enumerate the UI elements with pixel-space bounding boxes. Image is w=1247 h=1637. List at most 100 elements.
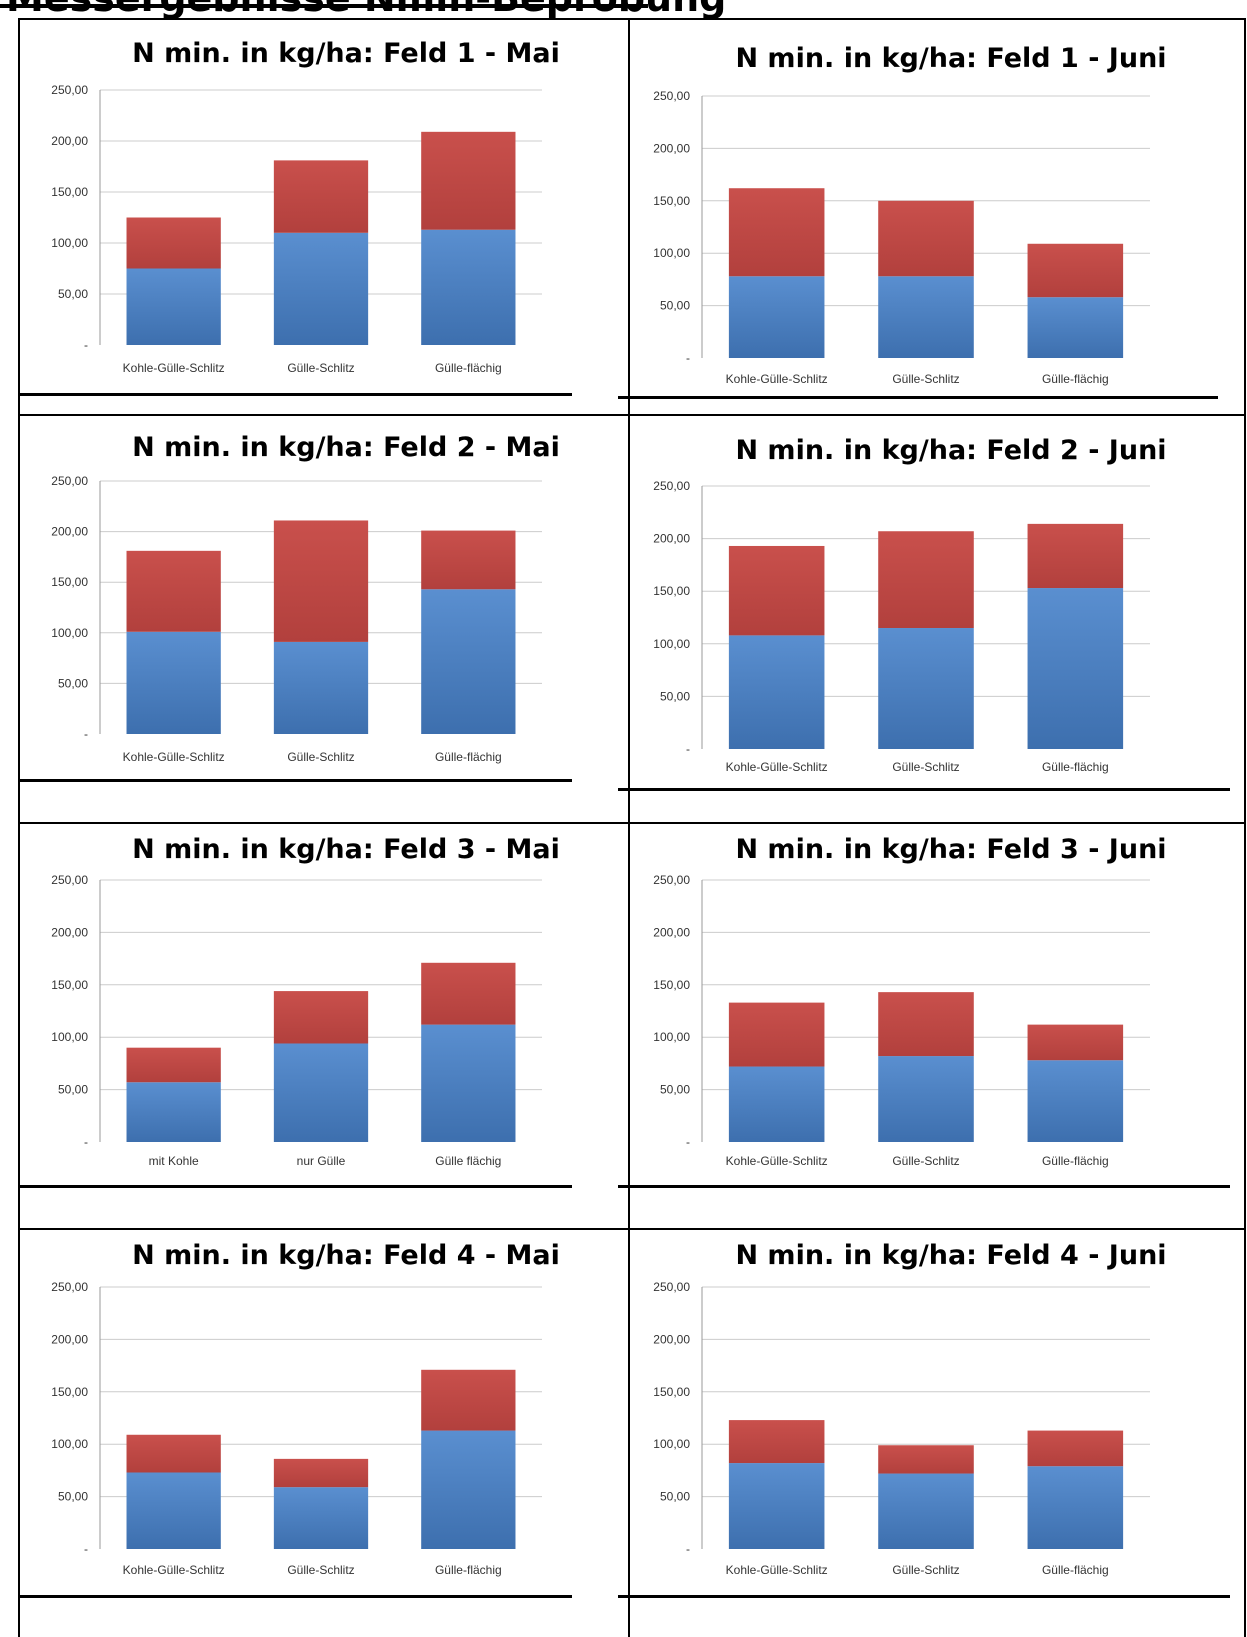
bar-segment-bottom <box>127 1472 221 1549</box>
chart-title: N min. in kg/ha: Feld 4 - Juni <box>735 1240 1166 1271</box>
y-tick-label: 250,00 <box>51 1280 88 1294</box>
y-tick-label: 150,00 <box>51 185 88 199</box>
bar-segment-top <box>421 1370 515 1431</box>
x-category-label: Gülle-Schlitz <box>287 361 354 375</box>
chart-title: N min. in kg/ha: Feld 1 - Juni <box>735 43 1166 74</box>
bar-segment-bottom <box>274 233 368 345</box>
bar-segment-top <box>274 520 368 641</box>
x-category-label: Kohle-Gülle-Schlitz <box>726 1563 828 1577</box>
bar-segment-top <box>127 1048 221 1083</box>
chart-title: N min. in kg/ha: Feld 4 - Mai <box>132 1240 560 1271</box>
chart-title: N min. in kg/ha: Feld 3 - Juni <box>735 834 1166 865</box>
y-tick-label: - <box>84 727 88 741</box>
bar-segment-bottom <box>1028 1060 1124 1142</box>
bar-segment-bottom <box>127 269 221 346</box>
bar-segment-top <box>1028 524 1124 588</box>
y-tick-label: 250,00 <box>51 83 88 97</box>
x-category-label: Gülle-flächig <box>435 361 502 375</box>
stacked-bar-chart: N min. in kg/ha: Feld 2 - Juni250,00200,… <box>630 416 1244 822</box>
y-tick-label: 150,00 <box>653 978 690 992</box>
bar-segment-bottom <box>878 276 974 358</box>
bar-segment-bottom <box>274 1043 368 1142</box>
panel-underline <box>20 1185 572 1188</box>
y-tick-label: 100,00 <box>51 1437 88 1451</box>
x-category-label: Kohle-Gülle-Schlitz <box>123 361 225 375</box>
panel-underline <box>20 1595 572 1598</box>
chart-title: N min. in kg/ha: Feld 1 - Mai <box>132 38 560 69</box>
bar-segment-bottom <box>421 1025 515 1142</box>
y-tick-label: 100,00 <box>653 246 690 260</box>
y-tick-label: 150,00 <box>51 1385 88 1399</box>
y-tick-label: 200,00 <box>51 525 88 539</box>
y-tick-label: 50,00 <box>58 1490 88 1504</box>
y-tick-label: 150,00 <box>51 575 88 589</box>
x-category-label: Gülle-Schlitz <box>287 750 354 764</box>
x-category-label: Kohle-Gülle-Schlitz <box>123 1563 225 1577</box>
bar-segment-bottom <box>1028 1466 1124 1549</box>
y-tick-label: 250,00 <box>653 873 690 887</box>
y-tick-label: 50,00 <box>660 1083 690 1097</box>
y-tick-label: 250,00 <box>51 474 88 488</box>
bar-segment-top <box>274 991 368 1043</box>
bar-segment-top <box>1028 244 1124 297</box>
y-tick-label: 150,00 <box>51 978 88 992</box>
bar-segment-top <box>127 1435 221 1473</box>
bar-segment-bottom <box>421 1431 515 1549</box>
x-category-label: nur Gülle <box>297 1154 346 1168</box>
bar-segment-bottom <box>274 642 368 734</box>
stacked-bar-chart: N min. in kg/ha: Feld 2 - Mai250,00200,0… <box>20 416 628 822</box>
y-tick-label: 100,00 <box>653 1030 690 1044</box>
x-category-label: Kohle-Gülle-Schlitz <box>123 750 225 764</box>
chart-panel: N min. in kg/ha: Feld 4 - Mai 250,00 200,0… <box>20 1230 628 1635</box>
y-tick-label: 200,00 <box>51 925 88 939</box>
chart-title: N min. in kg/ha: Feld 2 - Juni <box>735 435 1166 466</box>
x-category-label: Kohle-Gülle-Schlitz <box>726 760 828 774</box>
y-tick-label: - <box>84 1542 88 1556</box>
bar-segment-bottom <box>878 1056 974 1142</box>
bar-segment-top <box>729 188 825 276</box>
bar-segment-top <box>729 546 825 635</box>
x-category-label: Gülle-flächig <box>435 1563 502 1577</box>
y-tick-label: 50,00 <box>660 1490 690 1504</box>
x-category-label: Gülle-flächig <box>435 750 502 764</box>
bar-segment-bottom <box>1028 297 1124 358</box>
x-category-label: Gülle flächig <box>435 1154 501 1168</box>
bar-segment-top <box>878 531 974 628</box>
y-tick-label: 100,00 <box>653 637 690 651</box>
bar-segment-bottom <box>729 276 825 358</box>
bar-segment-bottom <box>127 632 221 734</box>
y-tick-label: 100,00 <box>51 626 88 640</box>
bar-segment-bottom <box>421 589 515 734</box>
stacked-bar-chart: N min. in kg/ha: Feld 4 - Mai 250,00 200,0… <box>20 1230 628 1635</box>
panel-underline <box>618 1185 1230 1188</box>
y-tick-label: - <box>686 1135 690 1149</box>
x-category-label: mit Kohle <box>149 1154 199 1168</box>
y-tick-label: 250,00 <box>51 873 88 887</box>
bar-segment-bottom <box>729 635 825 749</box>
bar-segment-top <box>421 963 515 1025</box>
y-tick-label: 150,00 <box>653 1385 690 1399</box>
bar-segment-bottom <box>421 230 515 345</box>
y-tick-label: - <box>686 351 690 365</box>
chart-panel: N min. in kg/ha: Feld 3 - Juni 250,00 200,… <box>630 824 1244 1228</box>
bar-segment-top <box>729 1420 825 1463</box>
bar-segment-bottom <box>274 1487 368 1549</box>
y-tick-label: 100,00 <box>51 1030 88 1044</box>
y-tick-label: - <box>686 742 690 756</box>
stacked-bar-chart: N min. in kg/ha: Feld 4 - Juni250,00200,… <box>630 1230 1244 1635</box>
x-category-label: Gülle-flächig <box>1042 1154 1109 1168</box>
x-category-label: Gülle-flächig <box>1042 372 1109 386</box>
x-category-label: Gülle-Schlitz <box>892 1154 959 1168</box>
x-category-label: Gülle-flächig <box>1042 760 1109 774</box>
stacked-bar-chart: N min. in kg/ha: Feld 3 - Juni 250,00 200,… <box>630 824 1244 1228</box>
bar-segment-bottom <box>878 628 974 749</box>
heading-underline <box>0 4 648 8</box>
y-tick-label: 200,00 <box>653 1332 690 1346</box>
bar-segment-bottom <box>729 1067 825 1142</box>
x-category-label: Gülle-Schlitz <box>892 760 959 774</box>
stacked-bar-chart: N min. in kg/ha: Feld 1 - Juni250,00200,… <box>630 20 1244 414</box>
y-tick-label: 50,00 <box>58 287 88 301</box>
y-tick-label: - <box>686 1542 690 1556</box>
y-tick-label: 50,00 <box>58 1083 88 1097</box>
